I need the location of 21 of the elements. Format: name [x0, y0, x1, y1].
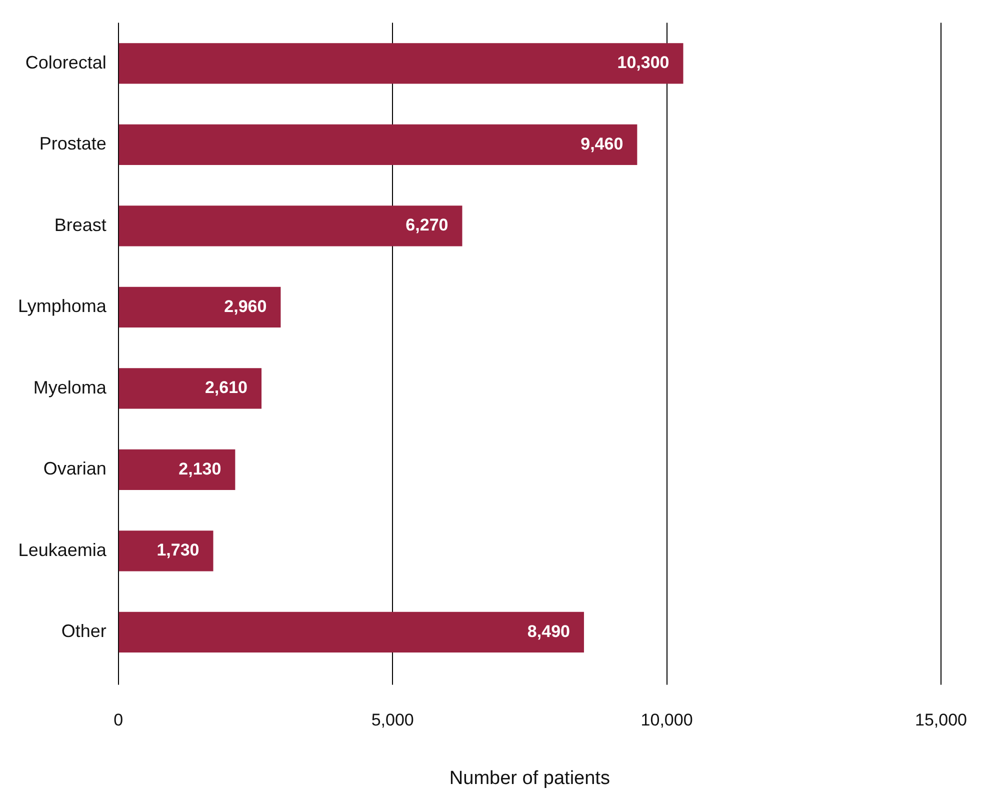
- data-label: 2,610: [204, 378, 248, 398]
- y-tick-label: Prostate: [39, 134, 106, 154]
- y-tick-label: Colorectal: [25, 52, 106, 72]
- data-label: 1,730: [156, 540, 200, 560]
- y-tick-label: Breast: [54, 214, 106, 235]
- x-tick-label: 10,000: [640, 710, 693, 730]
- data-label: 2,130: [178, 459, 222, 478]
- data-label: 8,490: [527, 622, 570, 641]
- data-label: 6,270: [406, 216, 448, 235]
- x-axis-title: Number of patients: [449, 768, 610, 789]
- data-label: 10,300: [617, 53, 670, 72]
- data-label: 2,960: [224, 296, 267, 316]
- y-tick-label: Myeloma: [33, 377, 108, 398]
- x-tick-label: 15,000: [915, 710, 967, 730]
- y-tick-label: Leukaemia: [18, 540, 108, 560]
- y-tick-label: Other: [61, 621, 106, 642]
- data-label: 9,460: [580, 134, 624, 154]
- y-tick-label: Ovarian: [43, 458, 106, 479]
- x-tick-label: 0: [114, 710, 124, 730]
- y-tick-label: Lymphoma: [18, 296, 108, 316]
- x-tick-label: 5,000: [371, 710, 414, 730]
